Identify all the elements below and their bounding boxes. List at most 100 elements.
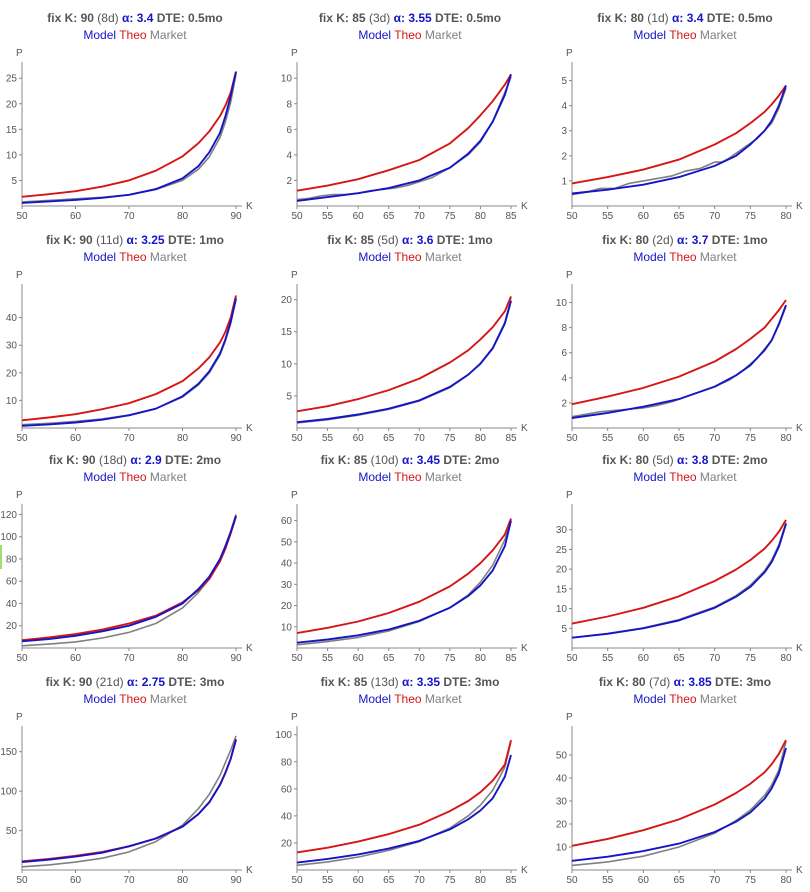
x-tick-label: 75 (444, 875, 456, 886)
title-days: (11d) (96, 233, 124, 247)
chart-title: fix K: 85 (3d) α: 3.55 DTE: 0.5mo (275, 11, 545, 25)
chart-panel-12: fix K: 80 (7d) α: 3.85 DTE: 3mo Model The… (550, 672, 810, 892)
title-dte: DTE: 3mo (168, 675, 225, 689)
chart-legend: Model Theo Market (0, 470, 270, 484)
x-tick-label: 50 (566, 653, 578, 664)
title-alpha: α: 3.45 (401, 453, 441, 467)
series-model-line (296, 754, 512, 864)
y-tick-label: 4 (561, 373, 567, 384)
legend-theo: Theo (119, 28, 147, 42)
chart-plot: K P 50 60 70 80 90 50 100 150 (0, 712, 253, 886)
y-tick-label: 40 (281, 559, 293, 570)
y-tick-label: 6 (561, 348, 567, 359)
y-tick-label: 10 (281, 359, 293, 370)
x-axis-label: K (246, 643, 253, 654)
title-fixk: fix K: 90 (45, 675, 93, 689)
chart-title: fix K: 85 (10d) α: 3.45 DTE: 2mo (275, 453, 545, 467)
x-tick-label: 80 (780, 211, 792, 222)
x-tick-label: 70 (709, 875, 721, 886)
y-tick-label: 5 (561, 624, 567, 635)
chart-plot: K P 50 60 70 80 90 5 10 15 20 25 (6, 48, 253, 222)
x-tick-label: 55 (602, 433, 614, 444)
x-tick-label: 70 (709, 653, 721, 664)
title-days: (5d) (652, 453, 674, 467)
x-tick-label: 65 (673, 433, 685, 444)
title-fixk: fix K: 90 (48, 453, 96, 467)
x-tick-label: 75 (444, 653, 456, 664)
title-alpha: α: 3.35 (401, 675, 441, 689)
y-tick-label: 10 (6, 150, 18, 161)
y-tick-label: 15 (281, 327, 293, 338)
x-tick-label: 50 (16, 653, 28, 664)
title-dte: DTE: 1mo (711, 233, 768, 247)
y-tick-label: 8 (561, 323, 567, 334)
chart-legend: Model Theo Market (550, 28, 810, 42)
y-tick-label: 40 (281, 811, 293, 822)
legend-market: Market (424, 692, 462, 706)
x-tick-label: 60 (70, 433, 82, 444)
x-tick-label: 50 (16, 875, 28, 886)
chart-legend: Model Theo Market (0, 692, 270, 706)
x-tick-label: 60 (638, 211, 650, 222)
y-tick-label: 10 (556, 843, 568, 854)
series-theo-line (296, 518, 512, 635)
chart-panel-3: fix K: 80 (1d) α: 3.4 DTE: 0.5mo Model Th… (550, 8, 810, 228)
chart-legend: Model Theo Market (0, 28, 270, 42)
x-tick-label: 55 (602, 211, 614, 222)
chart-panel-11: fix K: 85 (13d) α: 3.35 DTE: 3mo Model Th… (275, 672, 545, 892)
legend-model: Model (633, 692, 667, 706)
y-axis-label: P (16, 490, 23, 501)
y-tick-label: 20 (556, 820, 568, 831)
y-tick-label: 2 (286, 176, 292, 187)
y-tick-label: 20 (6, 368, 18, 379)
x-tick-label: 85 (505, 653, 517, 664)
x-tick-label: 70 (414, 653, 426, 664)
legend-market: Market (424, 28, 462, 42)
title-alpha: α: 3.4 (671, 11, 704, 25)
title-alpha: α: 3.25 (126, 233, 165, 247)
y-tick-label: 20 (556, 565, 568, 576)
y-tick-label: 80 (281, 757, 293, 768)
y-tick-label: 20 (281, 295, 293, 306)
chart-legend: Model Theo Market (275, 250, 545, 264)
series-model-line (571, 304, 787, 419)
x-tick-label: 65 (383, 211, 395, 222)
chart-plot: K P 50 55 60 65 70 75 80 85 5 10 15 20 (281, 270, 528, 444)
title-fixk: fix K: 80 (598, 675, 646, 689)
chart-title: fix K: 90 (11d) α: 3.25 DTE: 1mo (0, 233, 270, 247)
y-tick-label: 150 (0, 747, 17, 758)
y-tick-label: 30 (556, 525, 568, 536)
chart-panel-6: fix K: 80 (2d) α: 3.7 DTE: 1mo Model Theo… (550, 230, 810, 450)
x-tick-label: 50 (566, 211, 578, 222)
legend-market: Market (424, 470, 462, 484)
x-tick-label: 50 (291, 211, 303, 222)
legend-theo: Theo (119, 692, 147, 706)
title-fixk: fix K: 90 (46, 233, 93, 247)
y-axis-label: P (16, 270, 23, 281)
x-tick-label: 80 (177, 433, 189, 444)
legend-model: Model (633, 28, 667, 42)
title-days: (10d) (370, 453, 399, 467)
chart-plot: K P 50 60 70 80 90 10 20 30 40 (6, 270, 253, 444)
y-tick-label: 10 (281, 74, 293, 85)
chart-panel-4: fix K: 90 (11d) α: 3.25 DTE: 1mo Model Th… (0, 230, 270, 450)
y-tick-label: 8 (286, 99, 292, 110)
chart-panel-1: fix K: 90 (8d) α: 3.4 DTE: 0.5mo Model Th… (0, 8, 270, 228)
chart-title: fix K: 90 (8d) α: 3.4 DTE: 0.5mo (0, 11, 270, 25)
chart-panel-9: fix K: 80 (5d) α: 3.8 DTE: 2mo Model Theo… (550, 450, 810, 670)
y-tick-label: 100 (275, 730, 292, 741)
x-tick-label: 50 (566, 875, 578, 886)
legend-theo: Theo (394, 28, 422, 42)
x-tick-label: 80 (475, 875, 487, 886)
legend-model: Model (83, 250, 117, 264)
y-tick-label: 60 (6, 577, 18, 588)
y-tick-label: 10 (556, 604, 568, 615)
title-days: (2d) (652, 233, 674, 247)
y-tick-label: 10 (6, 396, 18, 407)
chart-legend: Model Theo Market (275, 470, 545, 484)
x-tick-label: 75 (745, 875, 757, 886)
x-axis-label: K (246, 423, 253, 434)
x-tick-label: 75 (745, 653, 757, 664)
title-dte: DTE: 3mo (715, 675, 772, 689)
series-theo-line (21, 295, 237, 422)
